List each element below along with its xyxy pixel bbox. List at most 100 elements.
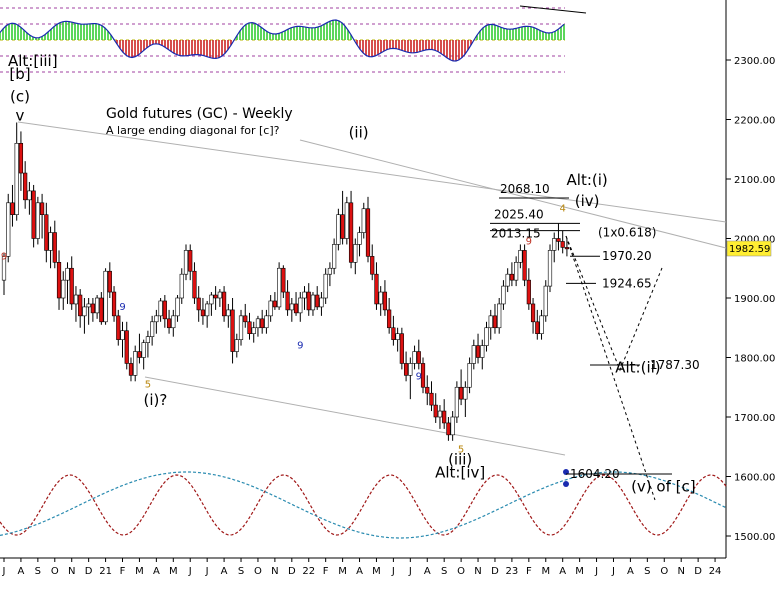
wave-label: Alt:(ii)	[615, 358, 660, 376]
x-tick-label: M	[338, 566, 347, 577]
price-level-label: 1787.30	[650, 358, 700, 372]
candle-body	[260, 318, 265, 329]
x-tick-label: S	[644, 566, 650, 577]
candle-body	[357, 232, 362, 245]
candle-body	[251, 327, 256, 334]
candle-body	[188, 250, 193, 272]
sequential-counts: 9 9 5 9 9 5 9 4	[1, 204, 566, 456]
sequential-count: 9	[119, 302, 125, 313]
candle-body	[539, 315, 544, 335]
channel-lines	[17, 121, 727, 456]
candle-body	[179, 273, 184, 299]
candle-body	[391, 327, 396, 340]
candle-body	[475, 345, 481, 358]
candle-body	[433, 404, 438, 418]
upper-channel-line	[17, 121, 727, 223]
candle-body	[44, 214, 49, 251]
x-tick-label: N	[474, 566, 481, 577]
candle-body	[73, 294, 79, 305]
candle-body	[124, 330, 129, 364]
candle-body	[509, 273, 515, 281]
candle-body	[192, 270, 197, 299]
current-price-label: 1982.59	[729, 244, 770, 255]
lower-channel-line	[144, 376, 566, 456]
candle-body	[323, 273, 328, 299]
candle-body	[514, 261, 519, 281]
cycle-marker-top	[563, 469, 569, 475]
candle-body	[480, 345, 485, 358]
candle-body	[56, 261, 62, 299]
inner-channel-line	[299, 139, 727, 249]
candle-body	[133, 351, 138, 376]
candle-body	[492, 315, 498, 329]
candle-body	[336, 214, 341, 245]
wave-label: (ii)	[349, 123, 369, 141]
y-tick-label: 2000.00	[734, 235, 775, 246]
candle-body	[35, 202, 40, 239]
candle-body	[547, 250, 553, 287]
candle-body	[150, 321, 155, 337]
price-level-label: 1604.20	[570, 467, 620, 481]
candle-body	[348, 202, 354, 263]
price-level-label: 2013.15	[491, 227, 541, 241]
candle-body	[552, 238, 557, 251]
candle-body	[18, 143, 24, 174]
candle-body	[247, 321, 252, 334]
candle-body	[6, 202, 11, 257]
x-tick-label: M	[372, 566, 381, 577]
candle-body	[332, 244, 337, 269]
sequential-count: 9	[1, 251, 7, 262]
cycle-panel	[0, 469, 727, 539]
candle-body	[200, 309, 206, 317]
candle-body	[535, 321, 540, 334]
wave-v-projection	[565, 235, 656, 501]
candle-body	[340, 214, 345, 239]
chart-title: Gold futures (GC) - Weekly	[106, 106, 293, 122]
wave-label: (i)?	[144, 391, 168, 409]
wave-label: (v) of [c]	[631, 477, 696, 495]
candle-body	[230, 309, 235, 352]
candle-body	[31, 190, 36, 239]
candle-body	[497, 303, 502, 329]
candle-body	[209, 294, 214, 305]
candle-body	[243, 315, 248, 323]
candle-body	[344, 202, 349, 239]
wave-label: v	[16, 107, 25, 125]
candle-body	[158, 300, 163, 317]
candle-body	[285, 291, 290, 311]
y-axis-ticks: 2300.00 2200.00 2100.00 2000.00 1900.00 1800.…	[726, 56, 775, 543]
x-axis-ticks: J A S O N D 21 F M A M J J A S O N D 22 F M A M J J A S O N D 23 F M A M J J…	[2, 558, 721, 577]
candle-body	[10, 202, 15, 216]
price-level-label: (1x0.618)	[598, 226, 656, 240]
wave-labels: [b] (c)v (ii) (i)? (iii)Alt:[iv] Alt:(i) (iv) A…	[9, 65, 695, 495]
sequential-count: 9	[526, 236, 532, 247]
candle-body	[78, 294, 83, 317]
candle-body	[399, 333, 404, 364]
candle-body	[365, 208, 371, 257]
x-tick-label: J	[188, 566, 192, 577]
x-tick-label: O	[660, 566, 668, 577]
candle-body	[23, 172, 28, 201]
candle-body	[543, 285, 548, 317]
candle-body	[86, 303, 91, 308]
candle-body	[95, 297, 100, 314]
candle-body	[107, 270, 112, 293]
candle-body	[128, 363, 134, 376]
candle-body	[217, 291, 222, 299]
wave-label: Alt:[iv]	[435, 464, 485, 482]
candle-body	[52, 232, 57, 263]
candle-body	[412, 351, 417, 364]
candle-body	[463, 386, 468, 400]
current-price-marker	[726, 240, 772, 257]
sequential-count: 5	[145, 379, 151, 390]
candle-body	[425, 386, 430, 394]
x-tick-label: D	[491, 566, 499, 577]
candle-body	[382, 291, 388, 311]
candle-body	[277, 267, 282, 308]
candle-body	[518, 250, 523, 263]
candle-body	[103, 270, 108, 323]
candle-body	[120, 330, 125, 340]
x-tick-label: J	[205, 566, 209, 577]
